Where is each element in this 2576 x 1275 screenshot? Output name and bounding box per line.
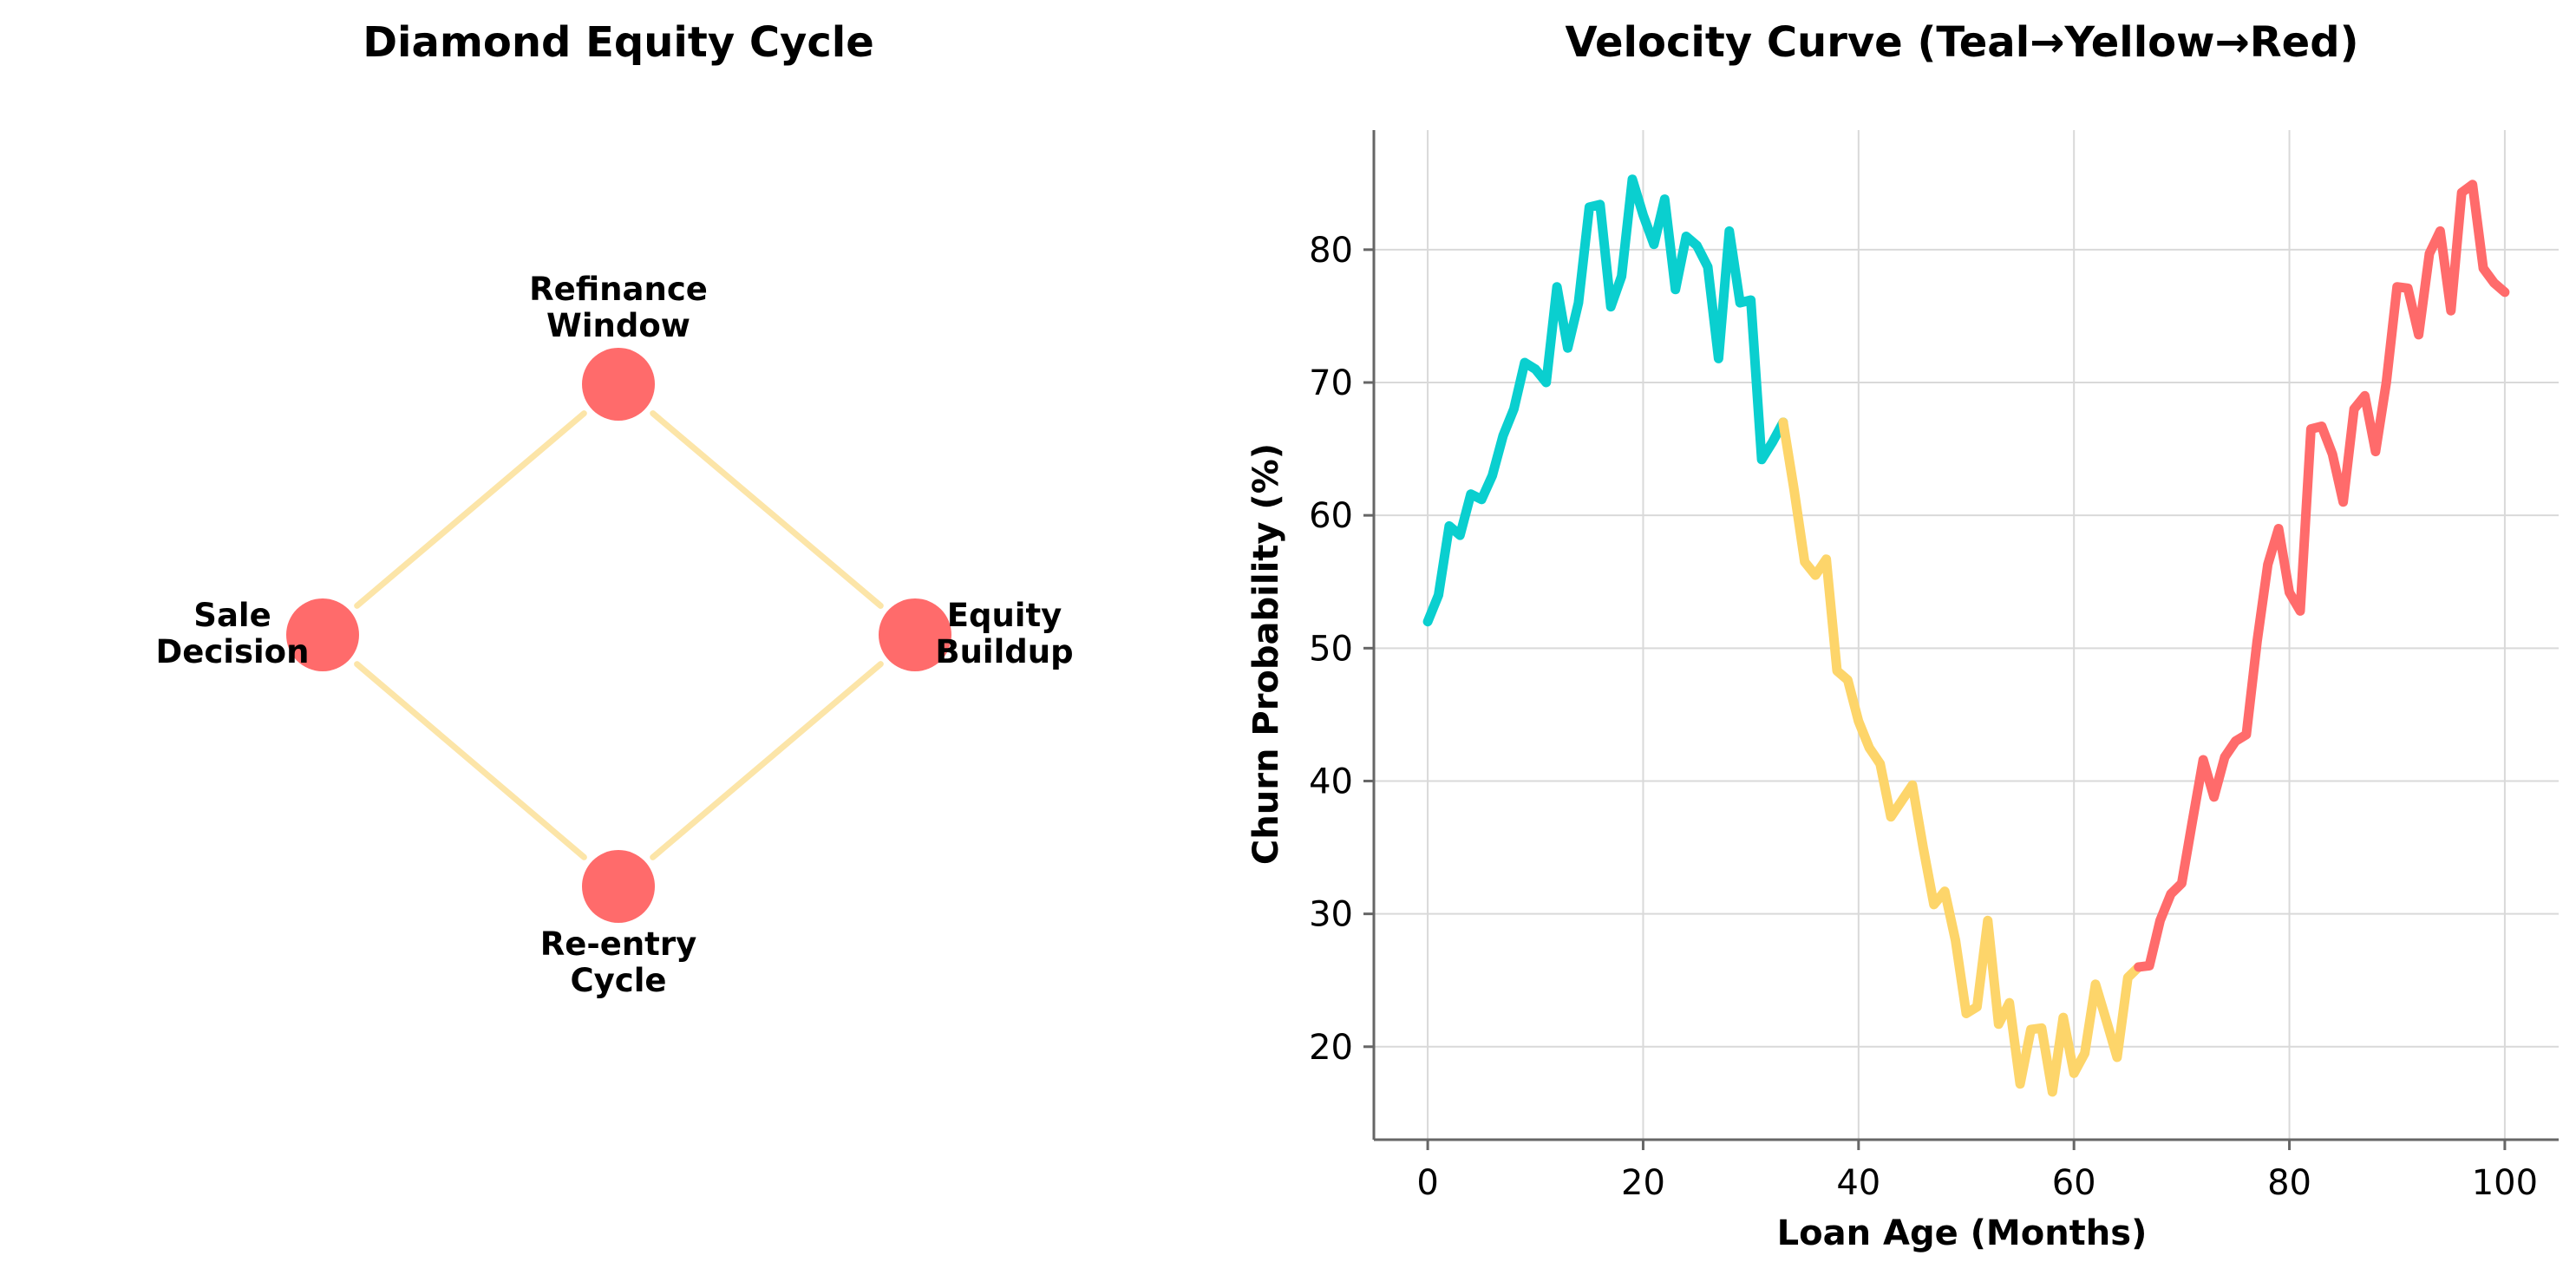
- x-tick-label: 20: [1621, 1163, 1665, 1203]
- diagram-title: Diamond Equity Cycle: [363, 18, 874, 67]
- x-tick-label: 60: [2052, 1163, 2096, 1203]
- diagram-edge-equity-reentry: [650, 661, 884, 860]
- diagram-node-sale: [286, 598, 359, 671]
- diagram-node-reentry: [582, 850, 655, 923]
- diagram-nodes: [286, 348, 951, 923]
- diagram-node-label-line: Re-entry: [540, 925, 696, 963]
- diagram-edges: [354, 410, 884, 860]
- diagram-node-label-line: Buildup: [935, 633, 1073, 670]
- x-tick-label: 40: [1836, 1163, 1880, 1203]
- y-tick-label: 70: [1309, 363, 1353, 403]
- diagram-node-label-reentry: Re-entry Cycle: [540, 925, 696, 999]
- series-segment-red: [2134, 180, 2510, 972]
- chart-axes: [1372, 130, 2559, 1141]
- y-tick-label: 50: [1309, 629, 1353, 669]
- chart-ticks: 0 20 40 60 80 100 20 30 40 50 60 70 80: [1309, 231, 2538, 1203]
- x-axis-label: Loan Age (Months): [1777, 1213, 2148, 1253]
- series-segment-yellow: [1778, 417, 2144, 1097]
- chart-series: [1422, 174, 2510, 1097]
- y-axis-label: Churn Probability (%): [1246, 443, 1286, 865]
- diagram-node-label-line: Window: [546, 307, 690, 344]
- diagram-node-label-line: Refinance: [529, 271, 708, 308]
- x-tick-label: 100: [2472, 1163, 2538, 1203]
- y-tick-label: 20: [1309, 1028, 1353, 1068]
- diagram-edge-reentry-sale: [354, 661, 587, 860]
- diagram-node-label-equity: Equity Buildup: [935, 597, 1073, 670]
- series-segment-teal: [1422, 174, 1788, 627]
- chart-title: Velocity Curve (Teal→Yellow→Red): [1565, 18, 2358, 67]
- diagram-node-label-line: Sale: [193, 597, 271, 634]
- diagram-labels: Refinance Window Equity Buildup Re-entry Cycl…: [156, 271, 1074, 999]
- y-tick-label: 60: [1309, 496, 1353, 536]
- y-tick-label: 40: [1309, 762, 1353, 801]
- chart-grid: [1374, 130, 2559, 1140]
- diagram-node-refinance: [582, 348, 655, 421]
- velocity-chart-panel: Velocity Curve (Teal→Yellow→Red) 0 20 40 60…: [1246, 18, 2559, 1253]
- diagram-node-equity: [879, 598, 951, 671]
- diamond-diagram-panel: Diamond Equity Cycle Refinance Window Equi…: [156, 18, 1074, 999]
- x-tick-label: 80: [2267, 1163, 2311, 1203]
- diagram-node-label-sale: Sale Decision: [156, 597, 310, 670]
- y-tick-label: 80: [1309, 231, 1353, 271]
- diagram-node-label-refinance: Refinance Window: [529, 271, 708, 344]
- diagram-node-label-line: Decision: [156, 633, 310, 670]
- x-tick-label: 0: [1416, 1163, 1438, 1203]
- diagram-node-label-line: Equity: [947, 597, 1062, 634]
- diagram-edge-refinance-equity: [650, 410, 884, 609]
- diagram-node-label-line: Cycle: [571, 962, 667, 999]
- y-tick-label: 30: [1309, 895, 1353, 935]
- diagram-edge-sale-refinance: [354, 410, 587, 609]
